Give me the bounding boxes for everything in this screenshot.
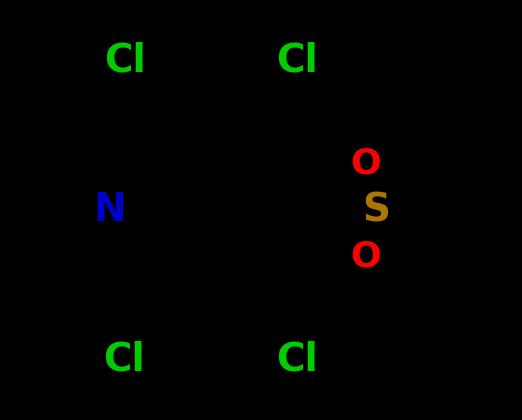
Text: S: S (362, 191, 390, 229)
Text: Cl: Cl (276, 42, 317, 80)
Text: O: O (351, 147, 382, 181)
Text: Cl: Cl (104, 340, 145, 378)
Text: N: N (93, 191, 126, 229)
Text: Cl: Cl (276, 340, 317, 378)
Text: O: O (351, 239, 382, 273)
Text: Cl: Cl (104, 42, 145, 80)
